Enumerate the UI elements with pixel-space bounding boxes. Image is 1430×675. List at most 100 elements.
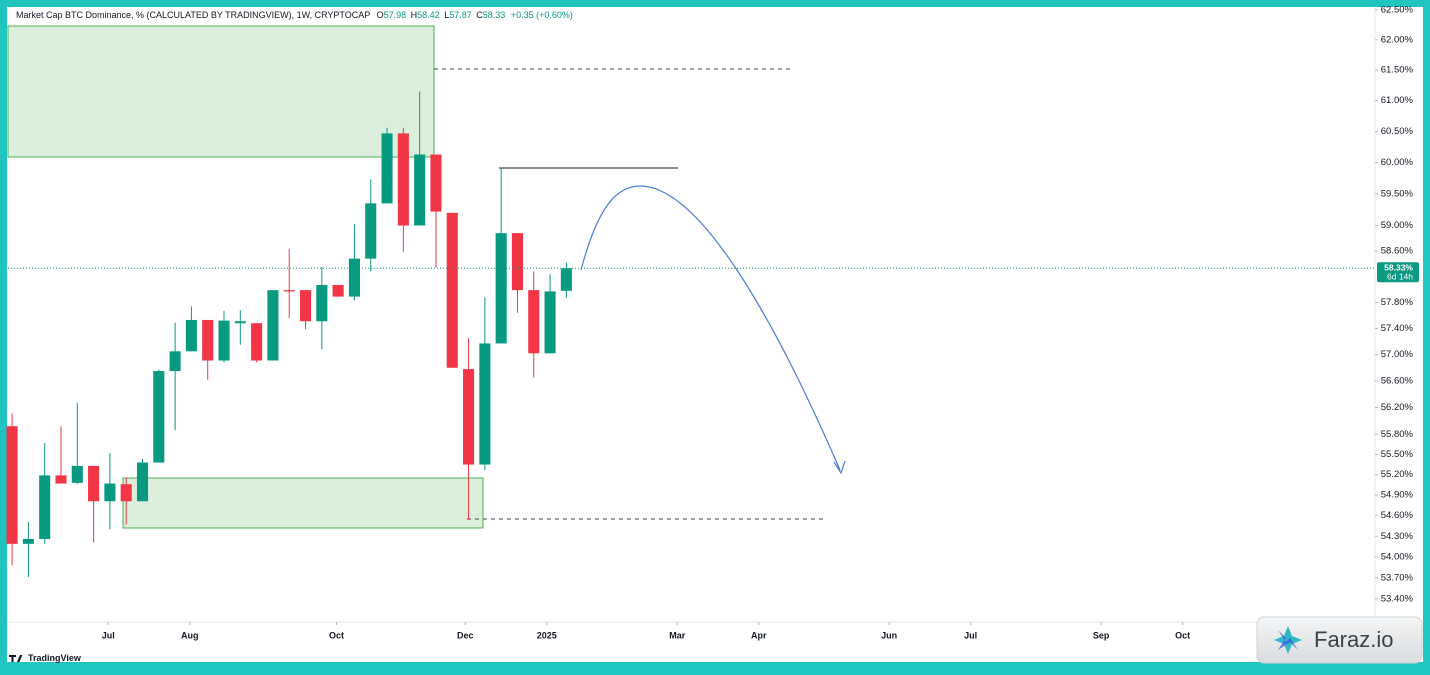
- candle-body: [55, 475, 67, 484]
- x-tick-label: Dec: [457, 630, 474, 640]
- badge-background: [1256, 616, 1423, 664]
- y-tick-label: 57.40%: [1381, 323, 1414, 334]
- ohlc-label: H: [411, 10, 418, 20]
- symbol: Market Cap BTC Dominance, % (CALCULATED …: [16, 10, 370, 20]
- y-tick-label: 53.40%: [1381, 593, 1414, 604]
- countdown-label: 6d 14h: [1387, 272, 1413, 282]
- projection-arrowhead: [833, 460, 846, 475]
- y-tick-label: 54.60%: [1381, 510, 1414, 521]
- x-tick-label: Jun: [881, 630, 897, 640]
- y-tick-label: 53.70%: [1381, 572, 1414, 583]
- candle-body: [495, 233, 507, 344]
- y-tick-label: 60.00%: [1381, 157, 1414, 168]
- x-tick-label: 2025: [537, 630, 557, 640]
- candle-body: [365, 203, 377, 259]
- y-tick-label: 55.20%: [1381, 469, 1414, 480]
- x-tick-label: Aug: [181, 630, 199, 640]
- x-tick-label: Oct: [1175, 630, 1190, 640]
- candle-body: [511, 233, 524, 291]
- ohlc-value: 58.33: [483, 10, 506, 20]
- demand-zone: [122, 477, 484, 529]
- candle-body: [430, 154, 442, 212]
- candle-body: [71, 465, 83, 483]
- candle-body: [218, 320, 230, 361]
- last-price-label: 58.33%: [1384, 263, 1413, 273]
- x-tick-label: Jul: [102, 630, 115, 640]
- y-tick-label: 57.80%: [1381, 297, 1414, 308]
- x-tick-label: Oct: [329, 630, 344, 640]
- y-tick-label: 61.00%: [1381, 95, 1414, 106]
- candle-body: [39, 475, 51, 539]
- candle-body: [332, 284, 344, 297]
- candle-body: [251, 323, 263, 361]
- y-tick-label: 62.50%: [1381, 4, 1414, 15]
- candle-body: [234, 321, 246, 324]
- candle-body: [153, 371, 165, 463]
- projection-curve: [580, 185, 841, 471]
- candle-body: [283, 290, 295, 292]
- chart-background: [7, 7, 1423, 662]
- drawings: [7, 25, 823, 529]
- candle-body: [120, 484, 132, 502]
- x-tick-label: Jul: [964, 630, 977, 640]
- ohlc-value: 57.87: [449, 10, 472, 20]
- candle-body: [348, 258, 360, 297]
- y-tick-label: 58.60%: [1381, 245, 1414, 256]
- watermark-badge: Faraz.io: [1256, 616, 1423, 664]
- tradingview-logo: TradingView: [9, 653, 82, 663]
- candle-body: [299, 290, 312, 322]
- candle-body: [560, 268, 572, 291]
- badge-logo: [1274, 626, 1302, 654]
- x-tick-label: Apr: [751, 630, 767, 640]
- x-tick-label: Mar: [669, 630, 686, 640]
- candle-body: [22, 538, 34, 544]
- ohlc-value: 58.42: [417, 10, 440, 20]
- branding: TradingView: [28, 653, 82, 663]
- y-tick-label: 57.00%: [1381, 349, 1414, 360]
- y-tick-label: 56.20%: [1381, 402, 1414, 413]
- y-tick-label: 56.60%: [1381, 375, 1414, 386]
- candle-body: [202, 319, 214, 361]
- candle-body: [88, 465, 100, 502]
- watermark: Faraz.io: [1314, 627, 1393, 652]
- candle-body: [528, 290, 540, 354]
- ohlc-value: 57.98: [384, 10, 407, 20]
- candle-body: [6, 426, 18, 544]
- candle-body: [446, 212, 458, 368]
- ohlc-label: C: [476, 10, 483, 20]
- candle-body: [136, 462, 149, 502]
- y-tick-label: 59.00%: [1381, 220, 1414, 231]
- candle-body: [381, 133, 393, 204]
- ohlc-label: O: [377, 10, 384, 20]
- supply-zone: [7, 25, 435, 158]
- logo-mark: [9, 655, 23, 662]
- candle-body: [104, 483, 116, 502]
- candle-body: [414, 154, 426, 226]
- candle-body: [544, 291, 556, 354]
- y-tick-label: 54.90%: [1381, 490, 1414, 501]
- y-tick-label: 60.50%: [1381, 126, 1414, 137]
- candle-body: [397, 133, 409, 226]
- ohlc-label: L: [444, 10, 449, 20]
- candle-body: [463, 369, 475, 465]
- x-tick-label: Sep: [1093, 630, 1110, 640]
- candles: [6, 91, 572, 578]
- candle-body: [479, 343, 491, 465]
- y-tick-label: 54.00%: [1381, 551, 1414, 562]
- candle-body: [267, 290, 279, 361]
- candle-body: [316, 284, 328, 322]
- header: Market Cap BTC Dominance, % (CALCULATED …: [16, 10, 573, 20]
- candle-body: [169, 351, 181, 372]
- candle-body: [185, 319, 197, 352]
- change: +0.35 (+0.60%): [511, 10, 573, 20]
- y-tick-label: 61.50%: [1381, 65, 1414, 76]
- projection: [580, 185, 846, 475]
- y-tick-label: 55.80%: [1381, 429, 1414, 440]
- last-price-box: [1377, 262, 1419, 283]
- y-tick-label: 55.50%: [1381, 449, 1414, 460]
- y-tick-label: 54.30%: [1381, 531, 1414, 542]
- y-tick-label: 62.00%: [1381, 34, 1414, 45]
- y-tick-label: 59.50%: [1381, 188, 1414, 199]
